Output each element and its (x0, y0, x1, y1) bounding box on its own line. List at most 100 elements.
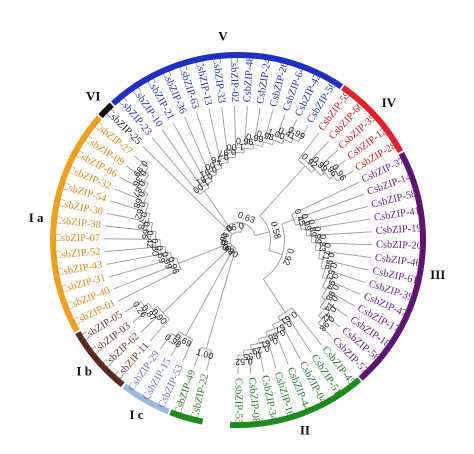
branch-arc (259, 215, 271, 251)
clade-label-ii: II (300, 423, 310, 438)
branch-line (288, 119, 298, 137)
branch-arc (146, 213, 151, 231)
branch-line (271, 140, 275, 145)
branch-arc (277, 307, 293, 318)
branch-line (318, 315, 323, 320)
branch-line (330, 280, 361, 295)
branch-line (258, 348, 265, 372)
branch-line (162, 245, 233, 314)
bootstrap-label: 0.97 (218, 146, 237, 158)
branch-line (109, 259, 168, 278)
branch-line (119, 176, 141, 189)
branch-line (165, 252, 171, 254)
branch-line (311, 168, 316, 173)
branch-line (265, 331, 268, 337)
branch-line (321, 296, 326, 301)
branch-arc (227, 222, 256, 236)
bootstrap-label: 0.62 (133, 201, 148, 221)
branch-line (257, 338, 260, 344)
branch-line (320, 242, 372, 246)
branch-line (210, 176, 213, 182)
bootstrap-label: 0.76 (210, 152, 229, 166)
branch-line (152, 305, 158, 310)
branch-line (265, 110, 274, 138)
branch-arc (319, 291, 331, 308)
branch-arc (263, 223, 285, 280)
branch-line (196, 112, 215, 166)
branch-line (182, 339, 194, 363)
clade-arc-ii (169, 409, 204, 425)
branch-line (145, 211, 151, 214)
bootstrap-label: 0.29 (251, 343, 270, 356)
branch-line (248, 354, 252, 374)
branch-line (114, 188, 141, 200)
clade-labels: V IV VI III I a I b I c II (29, 29, 446, 438)
branch-line (320, 172, 326, 176)
branch-line (184, 116, 210, 173)
branch-line (325, 314, 341, 328)
branch-line (175, 331, 180, 337)
branch-line (109, 200, 142, 211)
branch-line (118, 268, 182, 302)
bootstrap-label: 0.45 (292, 207, 307, 227)
branch-line (322, 286, 327, 290)
leaf-label: CsbZIP-48 (242, 56, 256, 103)
branch-line (281, 219, 295, 225)
clade-label-iv: IV (382, 95, 397, 110)
clade-label-iii: III (430, 267, 445, 282)
tree-branches (104, 106, 372, 374)
branch-arc (265, 324, 283, 333)
branch-arc (291, 214, 297, 226)
branch-line (252, 144, 255, 150)
branch-line (290, 138, 294, 144)
branch-line (328, 303, 349, 318)
branch-line (319, 306, 325, 311)
clade-arc-vi (98, 102, 114, 119)
branch-line (178, 242, 231, 264)
branch-line (143, 302, 149, 307)
clade-label-vi: VI (86, 89, 100, 104)
bootstrap-label: 0.99 (312, 226, 323, 244)
bootstrap-label: 0.61 (259, 336, 279, 351)
branch-line (304, 206, 368, 224)
branch-line (220, 163, 223, 169)
bootstrap-label: 0.52 (235, 356, 253, 367)
bootstrap-label: 0.55 (243, 350, 262, 362)
branch-line (244, 106, 248, 144)
branch-line (124, 301, 142, 313)
branch-line (254, 107, 261, 141)
clade-label-ia: I a (29, 210, 44, 225)
bootstrap-label: 0.99 (299, 213, 313, 232)
branch-line (193, 347, 202, 367)
branch-arc (308, 162, 322, 176)
bootstrap-label: 0.96 (236, 136, 254, 147)
leaf-label: CsbZIP-20 (376, 239, 422, 252)
branch-line (206, 350, 212, 371)
leaf-label: CsbZIP-52 (54, 246, 101, 261)
branch-arc (199, 187, 210, 195)
bootstrap-label: 0.99 (219, 232, 231, 251)
branch-line (329, 270, 366, 283)
branch-line (322, 276, 327, 280)
bootstrap-label: 0.90 (220, 242, 240, 260)
branch-arc (318, 303, 330, 317)
branch-line (234, 106, 237, 148)
branch-line (310, 218, 371, 229)
clade-arc-iv (341, 85, 404, 154)
clade-label-ic: I c (129, 407, 143, 422)
branch-line (281, 325, 301, 360)
branch-line (185, 246, 235, 336)
bootstrap-label: 0.98 (256, 128, 275, 142)
branch-line (291, 307, 322, 346)
leaf-label: CsbZIP-02 (228, 56, 240, 102)
bootstrap-label: 0.71 (321, 242, 333, 261)
branch-line (259, 165, 306, 217)
branch-line (329, 175, 334, 180)
branch-line (276, 114, 286, 137)
bootstrap-label: 1.00 (195, 347, 215, 362)
branch-arc (250, 340, 269, 346)
branch-line (227, 157, 229, 163)
branch-line (104, 246, 156, 253)
clade-arcs (50, 52, 426, 428)
